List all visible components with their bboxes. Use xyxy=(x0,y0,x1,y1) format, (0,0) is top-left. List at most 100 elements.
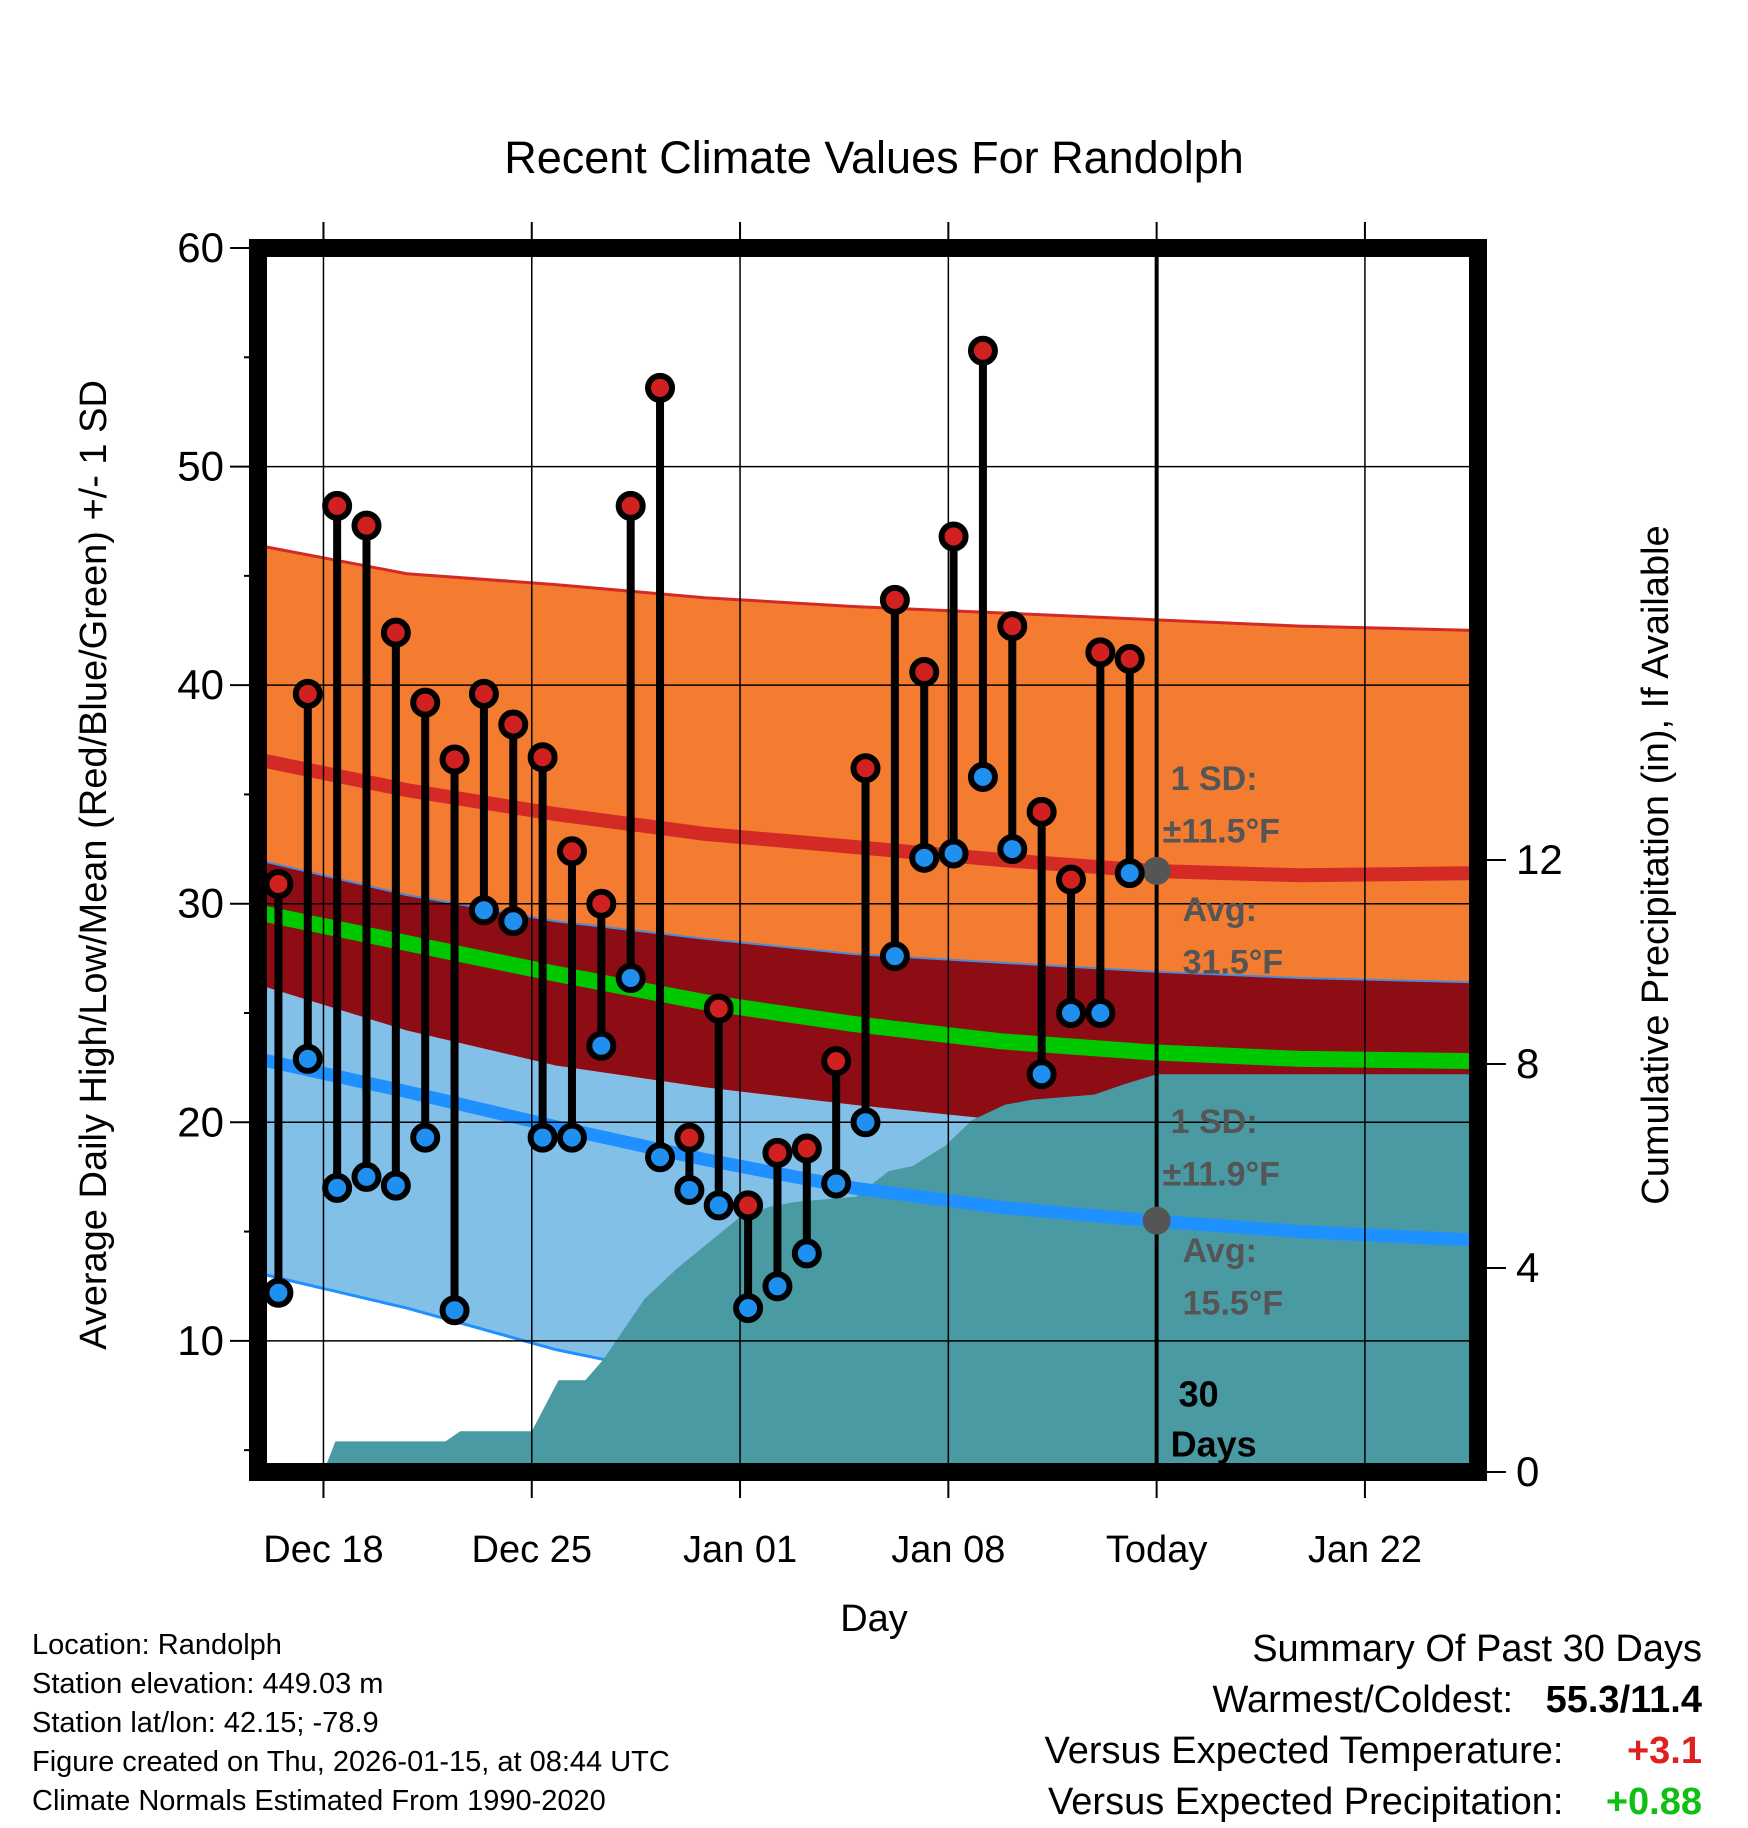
x-tick-label: Today xyxy=(1106,1529,1207,1571)
high-point xyxy=(586,888,617,919)
high-point xyxy=(1026,796,1057,827)
high-avg-label: Avg: xyxy=(1183,891,1257,929)
high-point xyxy=(1114,643,1145,674)
high-point xyxy=(1085,637,1116,668)
high-point xyxy=(791,1133,822,1164)
low-point xyxy=(468,895,499,926)
low-point xyxy=(997,834,1028,865)
high-point xyxy=(938,521,969,552)
plot-area: 1 SD: ±11.5°F Avg: 31.5°F 1 SD: ±11.9°F Avg: 15… xyxy=(258,248,1478,1472)
high-point xyxy=(733,1190,764,1221)
x-tick-label: Jan 01 xyxy=(683,1529,797,1571)
warm-cold-row: Warmest/Coldest: 55.3/11.4 xyxy=(1045,1675,1702,1726)
high-upper-edge xyxy=(258,543,1478,632)
high-point xyxy=(498,709,529,740)
low-point xyxy=(762,1271,793,1302)
low-sd-value: ±11.9°F xyxy=(1163,1156,1280,1194)
y-tick-label: 50 xyxy=(177,443,224,490)
high-point xyxy=(909,657,940,688)
low-point xyxy=(410,1122,441,1153)
low-point xyxy=(380,1170,411,1201)
x-axis-label: Day xyxy=(840,1598,908,1640)
temp-label: Versus Expected Temperature: xyxy=(1044,1730,1564,1772)
low-point xyxy=(498,906,529,937)
low-point xyxy=(556,1122,587,1153)
high-point xyxy=(1055,864,1086,895)
chart-title: Recent Climate Values For Randolph xyxy=(504,132,1244,183)
high-point xyxy=(967,335,998,366)
low-point xyxy=(527,1122,558,1153)
created-text: Figure created on Thu, 2026-01-15, at 08… xyxy=(32,1746,670,1778)
high-point xyxy=(292,678,323,709)
low-point xyxy=(733,1293,764,1324)
high-point xyxy=(351,510,382,541)
high-point xyxy=(263,869,294,900)
high-point xyxy=(615,490,646,521)
low-avg-marker xyxy=(1142,1206,1171,1235)
low-point xyxy=(938,838,969,869)
precip-label: Versus Expected Precipitation: xyxy=(1048,1781,1564,1823)
y-tick-label: 20 xyxy=(177,1098,224,1145)
low-point xyxy=(1114,858,1145,889)
low-point xyxy=(909,842,940,873)
low-avg-value: 15.5°F xyxy=(1183,1285,1284,1323)
precip-row: Versus Expected Precipitation: +0.88 xyxy=(1045,1777,1702,1828)
high-point xyxy=(527,742,558,773)
high-point xyxy=(380,617,411,648)
precip-value: +0.88 xyxy=(1605,1781,1702,1823)
high-sd-value: ±11.5°F xyxy=(1163,813,1280,851)
y2-axis-label: Cumulative Precipitation (in), If Availa… xyxy=(1635,525,1677,1204)
low-point xyxy=(1026,1059,1057,1090)
low-point xyxy=(1085,998,1116,1028)
station-info: Location: Randolph Station elevation: 44… xyxy=(32,1626,670,1821)
high-point xyxy=(645,372,676,403)
elevation-text: Station elevation: 449.03 m xyxy=(32,1668,384,1700)
location-text: Location: Randolph xyxy=(32,1629,282,1661)
high-sd-label: 1 SD: xyxy=(1171,760,1258,798)
low-sd-label: 1 SD: xyxy=(1171,1103,1258,1141)
latlon-text: Station lat/lon: 42.15; -78.9 xyxy=(32,1707,379,1739)
temp-value: +3.1 xyxy=(1626,1730,1702,1772)
x-tick-label: Dec 25 xyxy=(472,1529,592,1571)
low-point xyxy=(645,1142,676,1173)
high-point xyxy=(556,836,587,867)
low-point xyxy=(850,1107,881,1138)
low-point xyxy=(1055,998,1086,1028)
high-point xyxy=(468,678,499,709)
y-tick-label: 10 xyxy=(177,1317,224,1364)
high-point xyxy=(850,753,881,784)
high-avg-marker xyxy=(1142,856,1171,885)
days-word: Days xyxy=(1171,1424,1257,1465)
low-point xyxy=(791,1238,822,1269)
x-tick-label: Jan 22 xyxy=(1308,1529,1422,1571)
low-point xyxy=(674,1175,705,1206)
low-point xyxy=(351,1161,382,1192)
y2-tick-label: 4 xyxy=(1516,1244,1539,1291)
y-tick-label: 60 xyxy=(177,224,224,271)
days-number: 30 xyxy=(1179,1373,1219,1414)
y-tick-label: 30 xyxy=(177,880,224,927)
normals-text: Climate Normals Estimated From 1990-2020 xyxy=(32,1785,606,1817)
y2-tick-label: 8 xyxy=(1516,1040,1539,1087)
low-point xyxy=(879,941,910,972)
low-avg-label: Avg: xyxy=(1183,1232,1257,1270)
high-point xyxy=(997,611,1028,642)
low-point xyxy=(615,963,646,994)
high-point xyxy=(322,490,353,521)
low-point xyxy=(586,1030,617,1061)
y2-tick-label: 12 xyxy=(1516,836,1563,883)
y-axis-label: Average Daily High/Low/Mean (Red/Blue/Gr… xyxy=(73,380,115,1350)
low-point xyxy=(967,761,998,792)
high-point xyxy=(439,744,470,775)
low-point xyxy=(322,1172,353,1203)
high-point xyxy=(703,993,734,1024)
y2-tick-label: 0 xyxy=(1516,1448,1539,1495)
high-point xyxy=(674,1122,705,1153)
low-point xyxy=(703,1190,734,1221)
y-tick-label: 40 xyxy=(177,661,224,708)
high-point xyxy=(879,584,910,615)
summary-heading: Summary Of Past 30 Days xyxy=(1252,1628,1702,1670)
low-point xyxy=(263,1277,294,1308)
temp-row: Versus Expected Temperature: +3.1 xyxy=(1045,1726,1702,1777)
